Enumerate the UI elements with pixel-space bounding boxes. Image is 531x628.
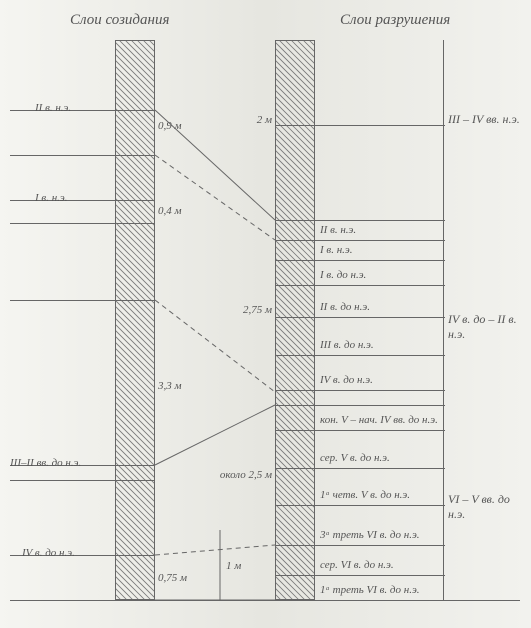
left-dim-label: 3,3 м <box>158 380 182 392</box>
left-layer-line <box>10 200 155 201</box>
right-layer-label: 3ᵃ треть VI в. до н.э. <box>320 529 420 541</box>
right-outer-guide <box>443 40 444 600</box>
heading-right: Слои разрушения <box>340 12 450 29</box>
diagram-stage: Слои созидания Слои разрушения II в. н.э. 0… <box>0 0 531 628</box>
right-layer-line <box>275 505 445 506</box>
left-column <box>115 40 155 600</box>
right-dim-label: около 2,5 м <box>220 469 272 481</box>
right-layer-line <box>275 220 445 221</box>
right-layer-label: III в. до н.э. <box>320 339 374 351</box>
right-layer-line <box>275 355 445 356</box>
right-layer-label: II в. до н.э. <box>320 301 370 313</box>
left-layer-label: III–II вв. до н.э. <box>10 457 81 469</box>
right-column <box>275 40 315 600</box>
left-layer-line <box>10 300 155 301</box>
left-dim-label: 0,4 м <box>158 205 182 217</box>
baseline <box>10 600 520 601</box>
right-layer-label: IV в. до н.э. <box>320 374 373 386</box>
right-layer-line <box>275 260 445 261</box>
right-layer-label: I в. н.э. <box>320 244 353 256</box>
right-layer-line <box>275 240 445 241</box>
right-layer-line <box>275 390 445 391</box>
right-layer-label: I в. до н.э. <box>320 269 366 281</box>
right-layer-line <box>275 317 445 318</box>
right-layer-label: 1ᵃ четв. V в. до н.э. <box>320 489 410 501</box>
right-layer-line <box>275 285 445 286</box>
right-layer-line <box>275 430 445 431</box>
right-layer-line <box>275 468 445 469</box>
right-layer-label: сер. VI в. до н.э. <box>320 559 394 571</box>
right-layer-line <box>275 125 445 126</box>
right-outer-label: III – IV вв. н.э. <box>448 112 520 127</box>
right-dim-label: 2,75 м <box>243 304 272 316</box>
heading-left: Слои созидания <box>70 12 169 29</box>
right-outer-label: IV в. до – II в. н.э. <box>448 312 528 342</box>
right-layer-label: кон. V – нач. IV вв. до н.э. <box>320 414 438 426</box>
left-layer-line <box>10 110 155 111</box>
right-layer-label: II в. н.э. <box>320 224 356 236</box>
left-layer-line <box>10 480 155 481</box>
left-layer-label: I в. н.э. <box>35 192 68 204</box>
right-layer-line <box>275 575 445 576</box>
right-dim-label: 2 м <box>257 114 272 126</box>
mid-dim-label: 1 м <box>226 560 241 572</box>
left-layer-line <box>10 155 155 156</box>
left-dim-label: 0,75 м <box>158 572 187 584</box>
left-layer-label: IV в. до н.э. <box>22 547 75 559</box>
left-dim-label: 0,9 м <box>158 120 182 132</box>
right-outer-label: VI – V вв. до н.э. <box>448 492 528 522</box>
left-layer-line <box>10 223 155 224</box>
left-layer-label: II в. н.э. <box>35 102 71 114</box>
right-layer-line <box>275 545 445 546</box>
right-layer-line <box>275 405 445 406</box>
right-layer-label: сер. V в. до н.э. <box>320 452 390 464</box>
right-layer-label: 1ᵃ треть VI в. до н.э. <box>320 584 420 596</box>
